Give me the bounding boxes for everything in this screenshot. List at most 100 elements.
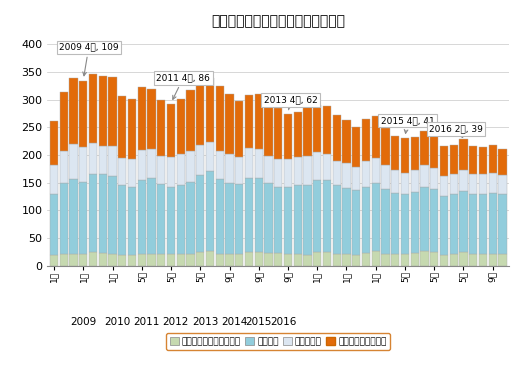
Bar bbox=[235, 101, 244, 156]
Text: 2011 4月, 86: 2011 4月, 86 bbox=[156, 73, 211, 99]
Bar bbox=[459, 252, 468, 266]
Bar bbox=[333, 115, 341, 161]
Bar bbox=[303, 107, 312, 156]
Bar bbox=[148, 178, 156, 254]
Bar bbox=[50, 121, 58, 165]
Bar bbox=[196, 145, 204, 175]
Bar bbox=[89, 143, 97, 174]
Bar bbox=[479, 147, 487, 174]
Bar bbox=[342, 120, 351, 163]
Bar bbox=[421, 131, 428, 165]
Text: 2014: 2014 bbox=[221, 317, 248, 327]
Bar bbox=[216, 179, 224, 254]
Bar bbox=[303, 156, 312, 185]
Bar bbox=[401, 173, 409, 194]
Bar bbox=[225, 93, 234, 154]
Bar bbox=[381, 128, 390, 165]
Bar bbox=[293, 112, 302, 156]
Bar bbox=[157, 184, 165, 254]
Bar bbox=[342, 188, 351, 254]
Bar bbox=[99, 253, 107, 266]
Bar bbox=[313, 252, 321, 266]
Bar bbox=[440, 196, 448, 255]
Bar bbox=[362, 186, 370, 253]
Legend: 定年又は雇用契約の満了, 自己都合, 新たに求職, 勤め先や事業の都合: 定年又は雇用契約の満了, 自己都合, 新たに求職, 勤め先や事業の都合 bbox=[166, 333, 390, 349]
Bar bbox=[489, 254, 497, 266]
Bar bbox=[372, 183, 380, 251]
Bar bbox=[167, 254, 175, 266]
Bar bbox=[274, 159, 282, 186]
Bar bbox=[391, 254, 400, 266]
Bar bbox=[323, 180, 331, 252]
Text: 2016 2月, 39: 2016 2月, 39 bbox=[429, 125, 483, 137]
Bar bbox=[89, 252, 97, 266]
Bar bbox=[69, 179, 78, 254]
Bar bbox=[489, 173, 497, 193]
Bar bbox=[108, 254, 117, 266]
Bar bbox=[118, 96, 127, 158]
Bar bbox=[391, 193, 400, 254]
Bar bbox=[206, 142, 214, 171]
Bar bbox=[449, 145, 458, 174]
Bar bbox=[79, 81, 88, 146]
Bar bbox=[255, 252, 263, 266]
Bar bbox=[284, 159, 292, 187]
Bar bbox=[449, 194, 458, 254]
Bar bbox=[449, 174, 458, 194]
Bar bbox=[196, 175, 204, 252]
Bar bbox=[148, 149, 156, 178]
Bar bbox=[284, 254, 292, 266]
Bar bbox=[411, 137, 419, 170]
Text: 2012: 2012 bbox=[163, 317, 189, 327]
Bar bbox=[167, 156, 175, 186]
Text: 2015 4月, 41: 2015 4月, 41 bbox=[381, 116, 434, 133]
Bar bbox=[284, 187, 292, 254]
Bar bbox=[186, 90, 195, 151]
Bar bbox=[362, 161, 370, 186]
Bar bbox=[333, 185, 341, 254]
Bar bbox=[118, 255, 127, 266]
Bar bbox=[440, 146, 448, 176]
Bar bbox=[50, 165, 58, 194]
Bar bbox=[138, 87, 146, 150]
Bar bbox=[498, 149, 507, 175]
Bar bbox=[60, 151, 68, 183]
Bar bbox=[274, 108, 282, 159]
Text: 2015: 2015 bbox=[246, 317, 272, 327]
Bar bbox=[274, 186, 282, 253]
Bar bbox=[352, 190, 360, 255]
Bar bbox=[176, 185, 185, 254]
Bar bbox=[333, 254, 341, 266]
Bar bbox=[225, 154, 234, 183]
Bar bbox=[138, 150, 146, 180]
Bar bbox=[235, 254, 244, 266]
Bar bbox=[79, 254, 88, 266]
Bar bbox=[459, 139, 468, 170]
Bar bbox=[293, 254, 302, 266]
Bar bbox=[489, 145, 497, 173]
Bar bbox=[176, 99, 185, 154]
Bar bbox=[245, 94, 253, 148]
Text: 2013 4月, 62: 2013 4月, 62 bbox=[264, 96, 318, 110]
Bar bbox=[352, 127, 360, 166]
Bar bbox=[313, 152, 321, 180]
Bar bbox=[196, 252, 204, 266]
Bar bbox=[167, 104, 175, 156]
Bar bbox=[430, 189, 438, 252]
Bar bbox=[186, 254, 195, 266]
Bar bbox=[313, 105, 321, 152]
Bar bbox=[391, 170, 400, 193]
Bar bbox=[421, 251, 428, 266]
Text: 2011: 2011 bbox=[133, 317, 160, 327]
Bar bbox=[60, 183, 68, 254]
Bar bbox=[430, 168, 438, 189]
Bar bbox=[128, 159, 136, 186]
Text: 2010: 2010 bbox=[104, 317, 131, 327]
Bar bbox=[381, 165, 390, 189]
Bar bbox=[284, 114, 292, 159]
Bar bbox=[245, 177, 253, 252]
Bar bbox=[479, 174, 487, 194]
Bar bbox=[430, 136, 438, 168]
Bar bbox=[89, 73, 97, 143]
Bar bbox=[79, 182, 88, 254]
